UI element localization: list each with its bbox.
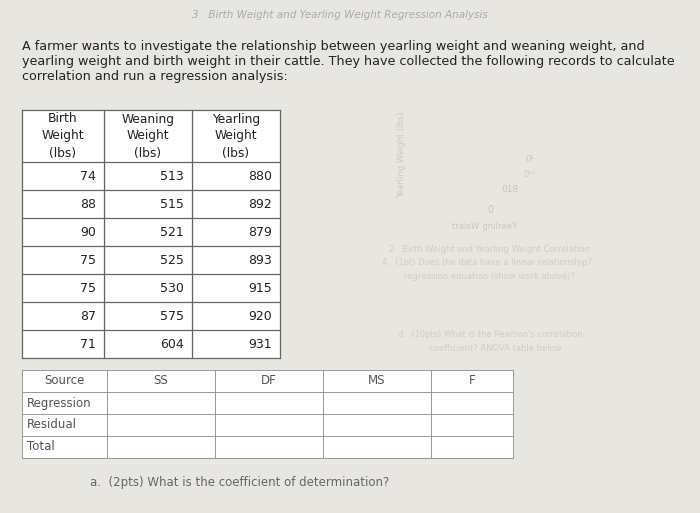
Text: d.  (10pts) What is the Pearson's correlation: d. (10pts) What is the Pearson's correla… [398,330,582,339]
Text: 90: 90 [80,226,96,239]
Text: Weaning
Weight
(lbs): Weaning Weight (lbs) [122,112,174,160]
Text: 880: 880 [248,169,272,183]
Text: 75: 75 [80,282,96,294]
Text: 87: 87 [80,309,96,323]
Text: a.  (2pts) What is the coefficient of determination?: a. (2pts) What is the coefficient of det… [90,476,389,489]
Text: regression equation (show work above)?: regression equation (show work above)? [405,272,575,281]
Text: Yearling
Weight
(lbs): Yearling Weight (lbs) [212,112,260,160]
Text: 0¹: 0¹ [525,155,535,164]
Text: Birth
Weight
(lbs): Birth Weight (lbs) [42,112,84,160]
Text: MS: MS [368,374,386,387]
Text: Source: Source [44,374,85,387]
Text: SS: SS [153,374,169,387]
Text: 75: 75 [80,253,96,266]
Text: 530: 530 [160,282,184,294]
Text: 525: 525 [160,253,184,266]
Text: 521: 521 [160,226,184,239]
Text: 3.  Birth Weight and Yearling Weight Regression Analysis: 3. Birth Weight and Yearling Weight Regr… [192,10,488,20]
Text: 0: 0 [487,205,493,215]
Text: yearling weight and birth weight in their cattle. They have collected the follow: yearling weight and birth weight in thei… [22,55,675,68]
Text: 018: 018 [501,185,519,194]
Text: 515: 515 [160,198,184,210]
Text: 604: 604 [160,338,184,350]
Text: 4.  (1pt) Does the data have a linear relationship?: 4. (1pt) Does the data have a linear rel… [382,258,592,267]
Text: 879: 879 [248,226,272,239]
Text: 513: 513 [160,169,184,183]
Text: 892: 892 [248,198,272,210]
Text: 0¹¹: 0¹¹ [524,170,536,179]
Text: Residual: Residual [27,419,77,431]
Text: 915: 915 [248,282,272,294]
Text: traisW gnilraeY: traisW gnilraeY [452,222,518,231]
Text: coefficient? ANOVA table below: coefficient? ANOVA table below [428,344,561,353]
Text: 71: 71 [80,338,96,350]
Text: 74: 74 [80,169,96,183]
Text: correlation and run a regression analysis:: correlation and run a regression analysi… [22,70,288,83]
Text: F: F [469,374,475,387]
Text: A farmer wants to investigate the relationship between yearling weight and weani: A farmer wants to investigate the relati… [22,40,645,53]
Text: 920: 920 [248,309,272,323]
Text: Yearling Weight (lbs): Yearling Weight (lbs) [398,112,407,198]
Text: 88: 88 [80,198,96,210]
Text: 575: 575 [160,309,184,323]
Text: 893: 893 [248,253,272,266]
Text: Total: Total [27,441,55,453]
Bar [22,370,513,458]
Text: 2.  Birth Weight and Yearling Weight Correlation: 2. Birth Weight and Yearling Weight Corr… [389,245,591,254]
Text: 931: 931 [248,338,272,350]
Text: Regression: Regression [27,397,92,409]
Text: DF: DF [261,374,277,387]
Bar [22,110,280,358]
